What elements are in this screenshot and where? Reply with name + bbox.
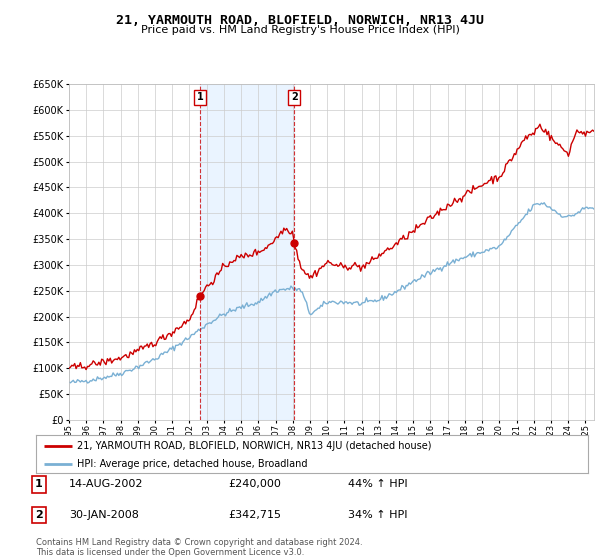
Text: 2: 2: [291, 92, 298, 102]
Text: HPI: Average price, detached house, Broadland: HPI: Average price, detached house, Broa…: [77, 459, 308, 469]
Text: 30-JAN-2008: 30-JAN-2008: [69, 510, 139, 520]
Text: 14-AUG-2002: 14-AUG-2002: [69, 479, 143, 489]
Text: £240,000: £240,000: [228, 479, 281, 489]
Text: 34% ↑ HPI: 34% ↑ HPI: [348, 510, 407, 520]
Bar: [200, 84, 294, 420]
Text: Price paid vs. HM Land Registry's House Price Index (HPI): Price paid vs. HM Land Registry's House …: [140, 25, 460, 35]
Text: Contains HM Land Registry data © Crown copyright and database right 2024.
This d: Contains HM Land Registry data © Crown c…: [36, 538, 362, 557]
Text: 21, YARMOUTH ROAD, BLOFIELD, NORWICH, NR13 4JU (detached house): 21, YARMOUTH ROAD, BLOFIELD, NORWICH, NR…: [77, 441, 432, 451]
Text: 2: 2: [35, 510, 43, 520]
Text: £342,715: £342,715: [228, 510, 281, 520]
Text: 1: 1: [35, 479, 43, 489]
Text: 21, YARMOUTH ROAD, BLOFIELD, NORWICH, NR13 4JU: 21, YARMOUTH ROAD, BLOFIELD, NORWICH, NR…: [116, 14, 484, 27]
Text: 44% ↑ HPI: 44% ↑ HPI: [348, 479, 407, 489]
Text: 1: 1: [197, 92, 203, 102]
